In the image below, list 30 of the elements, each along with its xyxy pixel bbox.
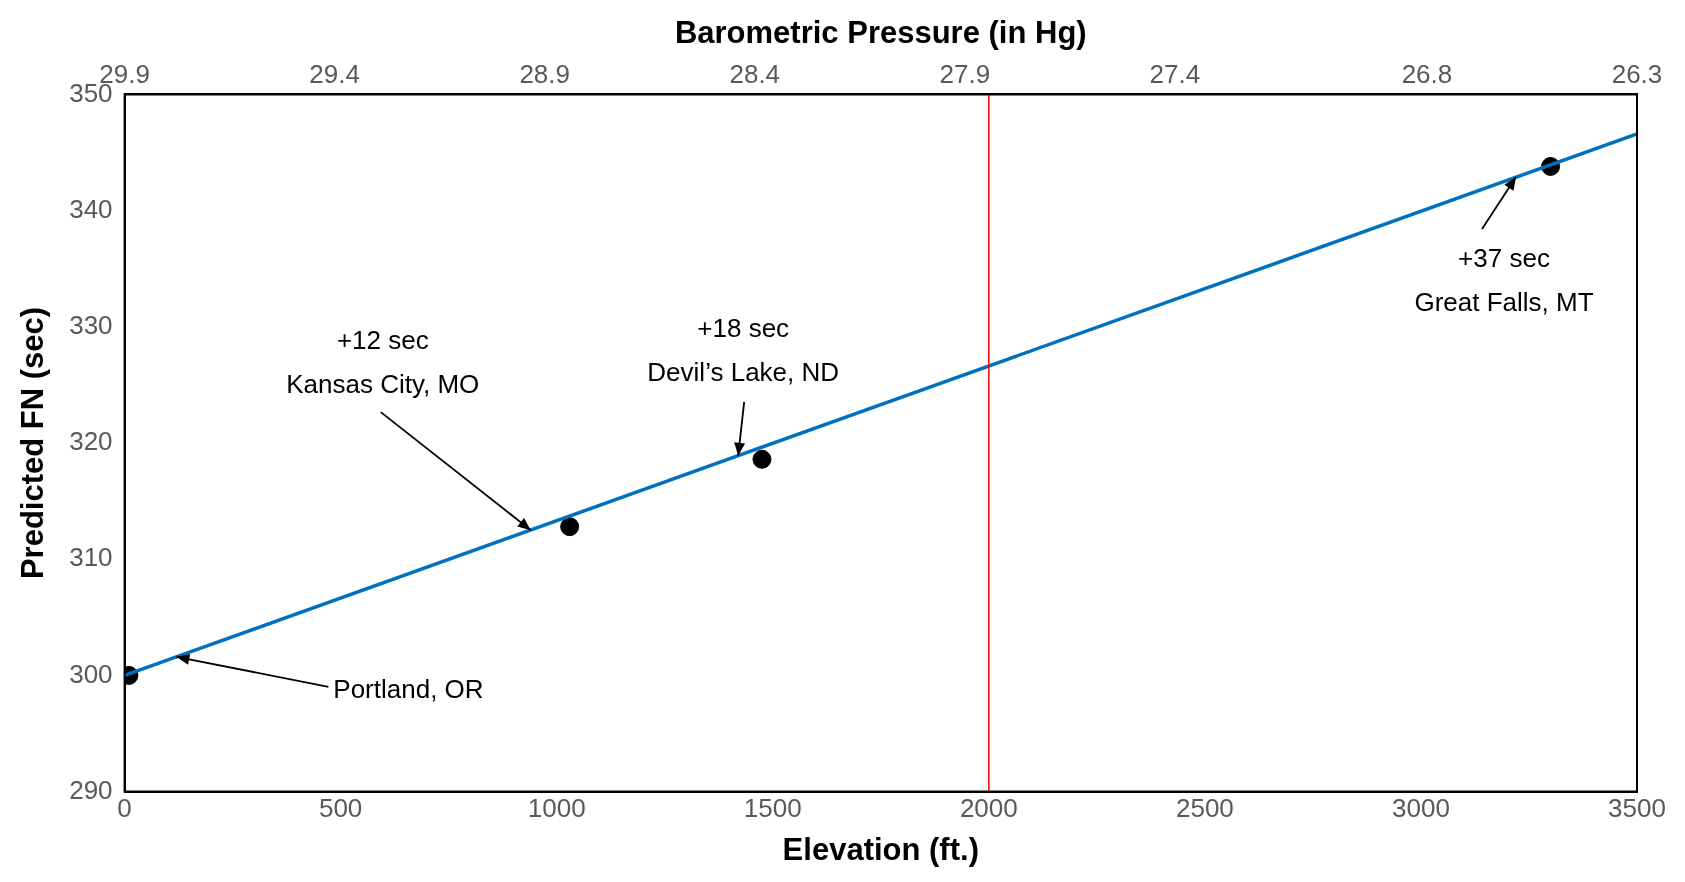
annotation: Portland, OR bbox=[333, 673, 484, 704]
x2-tick-label: 26.8 bbox=[1401, 58, 1453, 89]
x-tick-label: 3500 bbox=[1608, 793, 1666, 824]
x-axis-title: Elevation (ft.) bbox=[782, 831, 979, 867]
x2-tick-label: 29.4 bbox=[309, 58, 360, 89]
y-axis-title: Predicted FN (sec) bbox=[15, 306, 51, 580]
x2-tick-label: 28.9 bbox=[519, 58, 570, 89]
x2-tick-label: 28.4 bbox=[729, 58, 781, 89]
x-tick-label: 500 bbox=[318, 793, 363, 824]
x-tick-label: 2500 bbox=[1175, 793, 1234, 824]
y-tick-label: 340 bbox=[69, 193, 113, 224]
x2-tick-label: 27.9 bbox=[939, 58, 991, 89]
x-tick-label: 2000 bbox=[959, 793, 1018, 824]
x2-tick-label: 26.3 bbox=[1611, 58, 1663, 89]
y-tick-label: 300 bbox=[69, 658, 113, 689]
y-tick-label: 330 bbox=[69, 309, 113, 340]
y-tick-label: 320 bbox=[69, 426, 113, 457]
point bbox=[752, 449, 772, 469]
y-tick-label: 310 bbox=[69, 542, 113, 573]
x-tick-label: 1000 bbox=[527, 793, 586, 824]
x2-axis-title: Barometric Pressure (in Hg) bbox=[674, 15, 1087, 51]
x2-tick-label: 27.4 bbox=[1149, 58, 1201, 89]
y-tick-label: 290 bbox=[69, 774, 113, 805]
annotation: +18 sec Devil’s Lake, ND bbox=[647, 312, 840, 387]
x-tick-label: 1500 bbox=[743, 793, 802, 824]
x-tick-label: 0 bbox=[117, 793, 132, 824]
x-tick-label: 3000 bbox=[1392, 793, 1450, 824]
annotation: +12 sec Kansas City, MO bbox=[286, 325, 480, 400]
annotation: +37 sec Great Falls, MT bbox=[1414, 243, 1594, 318]
point bbox=[560, 517, 580, 537]
